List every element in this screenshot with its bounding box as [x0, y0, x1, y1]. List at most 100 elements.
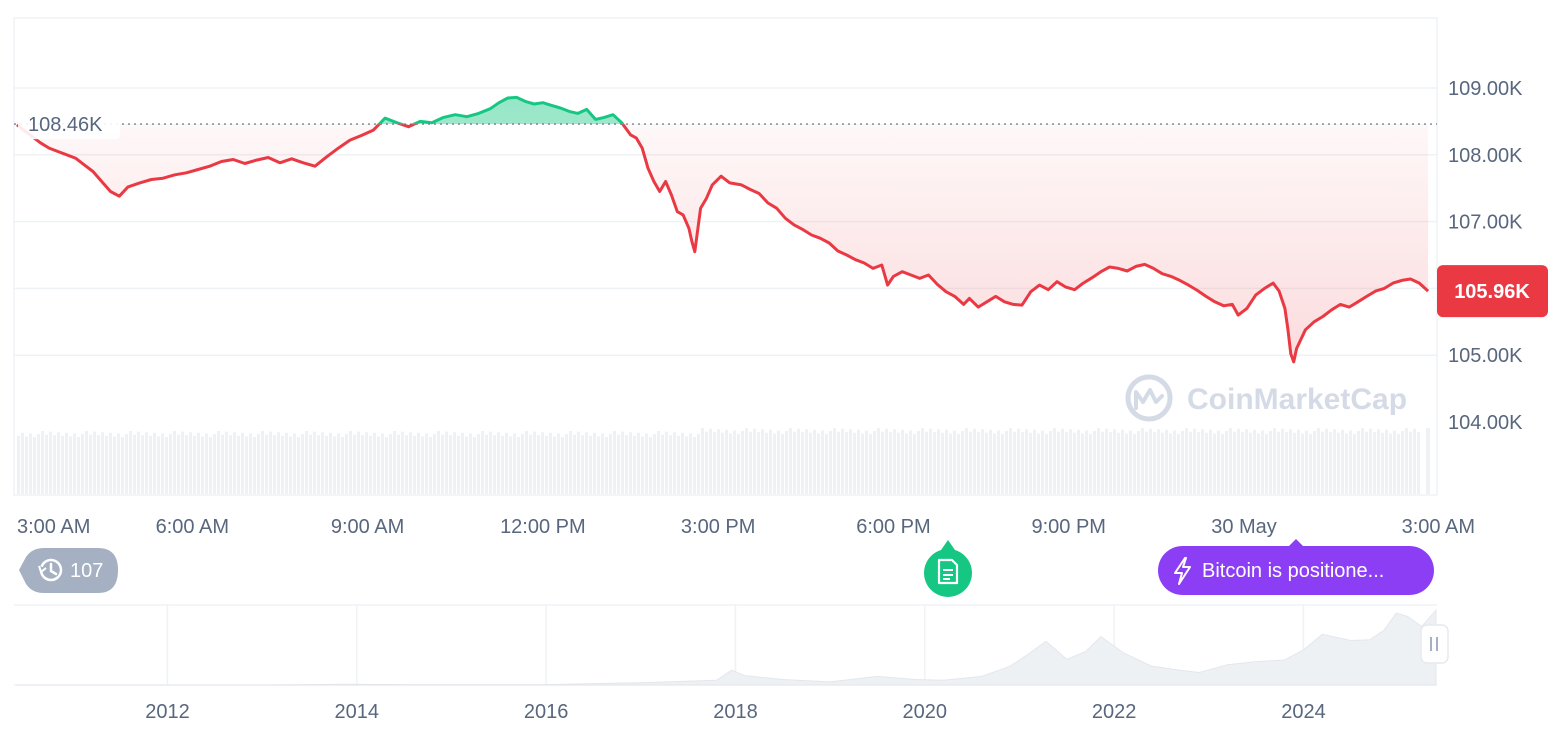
volume-bar [641, 436, 644, 494]
volume-bar [153, 432, 156, 494]
volume-bar [785, 431, 788, 494]
volume-bar [789, 428, 792, 494]
volume-bar [489, 431, 492, 494]
volume-bar [1349, 430, 1352, 494]
volume-bar [749, 431, 752, 494]
volume-bar [1289, 429, 1292, 494]
volume-bar [545, 435, 548, 494]
navigator-year-label: 2022 [1092, 701, 1137, 723]
volume-bar [141, 435, 144, 494]
volume-bar [65, 432, 68, 494]
volume-bar [885, 428, 888, 494]
volume-bar [605, 437, 608, 494]
volume-bar [993, 433, 996, 494]
volume-bar [909, 430, 912, 494]
history-badge[interactable]: 107 [19, 548, 118, 593]
volume-bar [37, 434, 40, 494]
volume-bar [229, 435, 232, 494]
reference-label-background [18, 109, 120, 140]
volume-bar [85, 431, 88, 494]
volume-bar [169, 434, 172, 494]
volume-bar [1305, 430, 1308, 494]
y-tick-label: 107.00K [1448, 212, 1523, 234]
volume-bar [93, 431, 96, 494]
volume-bar [329, 432, 332, 494]
volume-bar [597, 436, 600, 494]
volume-bar [1209, 429, 1212, 494]
volume-bar [1109, 432, 1112, 494]
volume-bar [45, 434, 48, 494]
volume-bar [209, 437, 212, 494]
volume-bar [613, 431, 616, 494]
volume-bar [861, 433, 864, 494]
volume-bar [589, 435, 592, 494]
volume-bar [1269, 431, 1272, 494]
volume-bar [925, 431, 928, 494]
volume-bar [97, 435, 100, 494]
volume-bar [189, 432, 192, 494]
volume-bar [1245, 429, 1248, 494]
volume-bar [673, 432, 676, 494]
navigator-year-label: 2016 [524, 701, 569, 723]
volume-bar [1117, 432, 1120, 494]
volume-bar [653, 434, 656, 494]
volume-bar [1225, 431, 1228, 494]
volume-bar [1385, 429, 1388, 494]
volume-bar [1125, 433, 1128, 494]
volume-bar [317, 435, 320, 494]
volume-bar [949, 433, 952, 494]
volume-bar [713, 432, 716, 494]
volume-bar [1173, 430, 1176, 494]
navigator-handle[interactable] [1420, 624, 1449, 664]
alert-pill-text: Bitcoin is positione... [1202, 560, 1384, 582]
volume-bar [533, 431, 536, 494]
volume-bar [137, 431, 140, 494]
volume-bar [1073, 432, 1076, 494]
volume-bar [393, 431, 396, 494]
volume-bar [133, 434, 136, 494]
volume-bar [1197, 432, 1200, 494]
volume-bar [33, 437, 36, 494]
volume-bar [681, 432, 684, 494]
volume-bar [157, 436, 160, 494]
volume-bar [481, 431, 484, 494]
volume-bar [657, 431, 660, 494]
volume-bar [501, 435, 504, 494]
volume-bar [17, 435, 20, 494]
volume-bar [161, 433, 164, 494]
volume-bar [149, 435, 152, 494]
volume-bar [1297, 429, 1300, 494]
y-tick-label: 104.00K [1448, 412, 1523, 434]
volume-bar [253, 437, 256, 494]
news-alert-pill[interactable]: Bitcoin is positione... [1158, 539, 1434, 595]
y-tick-label: 109.00K [1448, 78, 1523, 100]
volume-bar [521, 434, 524, 494]
volume-bar [465, 436, 468, 494]
volume-bar [405, 435, 408, 494]
volume-bar [129, 431, 132, 494]
volume-bar [1293, 432, 1296, 494]
volume-bar [1329, 432, 1332, 494]
news-marker[interactable] [924, 540, 973, 597]
document-icon [937, 558, 959, 585]
volume-bar [921, 428, 924, 494]
volume-bar [517, 437, 520, 494]
volume-bar [561, 437, 564, 494]
volume-bar [845, 432, 848, 494]
volume-bar [1361, 428, 1364, 494]
volume-bar [221, 434, 224, 494]
volume-bar [273, 435, 276, 494]
navigator[interactable]: 2012 2014 2016 2018 2020 2022 2024 [14, 604, 1449, 723]
volume-bar [185, 435, 188, 494]
coinmarketcap-logo-icon [1125, 374, 1173, 422]
x-tick-label: 3:00 AM [1402, 516, 1475, 538]
volume-bar [25, 436, 28, 494]
volume-bar [1093, 431, 1096, 494]
volume-bar [213, 434, 216, 494]
volume-bar [1237, 428, 1240, 494]
volume-bar [217, 431, 220, 494]
volume-bar [1009, 428, 1012, 494]
volume-bar [601, 433, 604, 494]
volume-bar [1045, 434, 1048, 494]
